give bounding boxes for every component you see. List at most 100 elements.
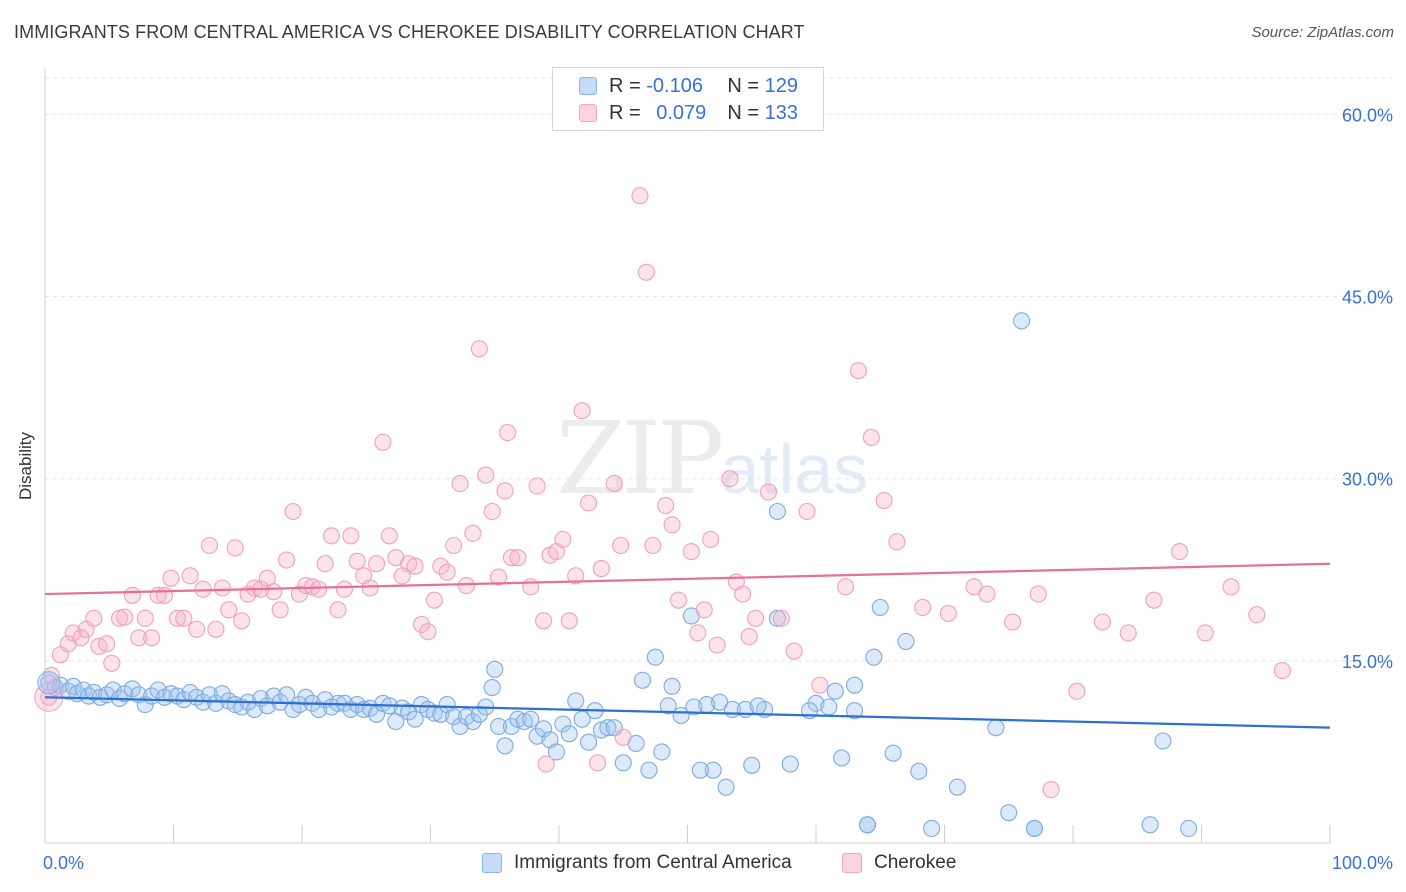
point-cherokee	[509, 549, 527, 567]
point-cherokee	[669, 591, 688, 609]
legend-label: Immigrants from Central America	[514, 852, 792, 873]
point-central-america	[599, 719, 617, 737]
point-cherokee	[168, 609, 186, 627]
point-central-america	[406, 710, 424, 728]
point-cherokee	[188, 620, 206, 638]
point-cherokee	[695, 601, 713, 619]
point-cherokee	[644, 536, 662, 555]
point-cherokee	[329, 601, 347, 619]
point-central-america	[560, 725, 578, 743]
point-central-america	[425, 704, 443, 722]
point-cherokee	[554, 530, 572, 548]
point-cherokee	[310, 580, 328, 598]
point-cherokee	[612, 536, 630, 555]
point-cherokee	[759, 483, 778, 501]
x-tick-label-min: 0.0%	[43, 853, 84, 873]
point-cherokee	[361, 579, 379, 597]
point-central-america	[123, 680, 141, 698]
legend-row-cherokee: R = 0.079 N = 133	[579, 100, 798, 126]
point-cherokee	[380, 527, 398, 545]
point-cherokee	[438, 563, 456, 581]
x-tick-label-max: 100.0%	[1332, 853, 1393, 873]
point-cherokee	[335, 580, 353, 598]
y-tick-label: 30.0%	[1342, 470, 1393, 490]
point-central-america	[923, 819, 941, 837]
point-central-america	[614, 754, 632, 772]
point-cherokee	[708, 636, 726, 654]
point-cherokee	[207, 620, 225, 638]
point-cherokee	[614, 728, 632, 746]
trend-line-central-america	[44, 696, 1331, 729]
legend-item-central-america: Immigrants from Central America	[482, 852, 792, 874]
point-cherokee	[123, 586, 141, 604]
point-central-america	[1000, 804, 1018, 822]
point-central-america	[483, 679, 501, 697]
point-cherokee	[1068, 682, 1086, 700]
point-cherokee	[1029, 585, 1047, 603]
point-cherokee	[490, 568, 508, 586]
point-cherokee	[588, 754, 607, 772]
point-cherokee	[637, 263, 655, 281]
point-central-america	[845, 676, 864, 694]
point-cherokee	[483, 502, 501, 521]
point-cherokee	[772, 609, 790, 627]
point-cherokee	[143, 629, 161, 647]
point-central-america	[743, 756, 761, 774]
point-central-america	[897, 632, 915, 650]
point-central-america	[207, 694, 225, 712]
point-cherokee	[85, 609, 103, 627]
point-cherokee	[1004, 613, 1022, 631]
point-cherokee	[425, 591, 443, 609]
point-cherokee	[798, 502, 816, 521]
point-cherokee	[689, 624, 707, 642]
point-cherokee	[657, 496, 675, 514]
point-cherokee	[213, 579, 231, 597]
point-central-america	[567, 692, 585, 710]
point-cherokee	[162, 569, 180, 587]
point-cherokee	[914, 598, 932, 616]
legend-swatch-blue	[482, 853, 502, 873]
point-central-america	[884, 744, 902, 762]
trend-line-cherokee	[44, 562, 1331, 596]
point-central-america	[1013, 312, 1031, 330]
point-central-america	[464, 713, 482, 731]
point-cherokee	[734, 585, 752, 603]
point-cherokee	[537, 755, 555, 773]
point-central-america	[826, 682, 844, 700]
point-cherokee	[464, 524, 482, 542]
point-cherokee	[747, 609, 765, 627]
legend-swatch-blue	[579, 77, 597, 95]
point-cherokee	[1196, 624, 1214, 642]
point-cherokee	[116, 608, 134, 626]
point-cherokee	[457, 577, 476, 595]
point-cherokee	[271, 601, 289, 619]
point-cherokee	[200, 536, 219, 555]
legend-r-label: R =	[609, 74, 641, 97]
point-cherokee	[837, 578, 855, 596]
point-central-america	[987, 719, 1005, 737]
point-central-america	[547, 743, 565, 761]
point-cherokee	[862, 428, 880, 446]
point-cherokee	[496, 482, 514, 500]
point-central-america	[685, 698, 703, 716]
point-central-america	[490, 717, 508, 735]
legend-swatch-pink	[842, 853, 862, 873]
point-cherokee	[226, 539, 244, 557]
point-cherokee	[470, 340, 488, 358]
point-central-america	[749, 697, 767, 715]
point-cherokee	[965, 578, 983, 596]
point-central-america	[781, 755, 799, 773]
point-cherokee	[155, 586, 174, 604]
point-central-america	[367, 705, 386, 723]
point-cherokee	[605, 475, 623, 493]
point-cherokee	[682, 543, 700, 561]
point-cherokee	[939, 604, 957, 623]
y-tick-label: 15.0%	[1342, 652, 1393, 672]
point-cherokee	[785, 642, 803, 660]
point-cherokee	[374, 433, 392, 451]
correlation-legend: R = -0.106 N = 129 R = 0.079 N = 133	[552, 67, 824, 131]
point-cherokee	[740, 628, 758, 646]
point-cherokee	[316, 555, 334, 573]
point-cherokee	[278, 551, 296, 569]
